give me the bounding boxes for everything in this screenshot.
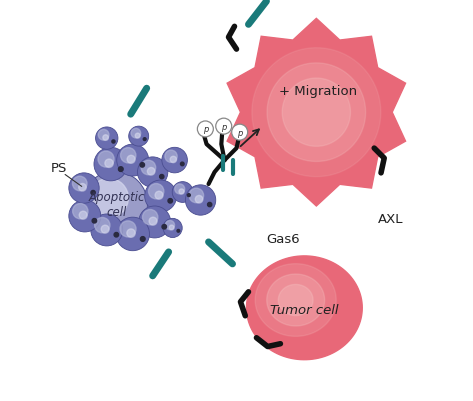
Polygon shape xyxy=(267,274,324,326)
Circle shape xyxy=(175,184,184,194)
Circle shape xyxy=(155,192,163,200)
Polygon shape xyxy=(267,64,366,162)
Polygon shape xyxy=(252,49,381,177)
Text: PS: PS xyxy=(51,162,67,175)
Circle shape xyxy=(72,177,87,191)
Circle shape xyxy=(95,218,110,233)
Circle shape xyxy=(149,184,164,199)
Circle shape xyxy=(96,128,118,150)
Circle shape xyxy=(139,207,171,238)
Circle shape xyxy=(166,221,175,230)
Circle shape xyxy=(131,129,140,139)
Circle shape xyxy=(89,179,128,218)
Circle shape xyxy=(145,180,176,213)
Circle shape xyxy=(187,194,190,197)
Circle shape xyxy=(149,218,157,226)
Circle shape xyxy=(103,136,108,141)
Circle shape xyxy=(168,199,173,204)
Circle shape xyxy=(121,148,136,164)
Circle shape xyxy=(140,237,145,242)
Circle shape xyxy=(105,160,113,168)
Circle shape xyxy=(79,212,87,220)
Circle shape xyxy=(91,215,123,246)
Circle shape xyxy=(195,196,203,204)
Circle shape xyxy=(179,189,184,194)
Circle shape xyxy=(141,161,156,175)
Circle shape xyxy=(216,119,232,135)
Circle shape xyxy=(177,230,180,233)
Circle shape xyxy=(232,125,248,141)
Circle shape xyxy=(165,151,177,163)
Text: + Migration: + Migration xyxy=(279,85,358,97)
Circle shape xyxy=(98,152,114,168)
Circle shape xyxy=(170,157,176,163)
Circle shape xyxy=(129,127,149,147)
Circle shape xyxy=(73,204,88,219)
Circle shape xyxy=(112,141,115,144)
Text: p: p xyxy=(202,125,208,134)
Text: Gas6: Gas6 xyxy=(266,232,300,245)
Circle shape xyxy=(116,218,149,251)
Polygon shape xyxy=(255,264,336,336)
Circle shape xyxy=(135,134,140,139)
Circle shape xyxy=(82,172,148,237)
Circle shape xyxy=(92,219,96,223)
Circle shape xyxy=(117,145,149,176)
Circle shape xyxy=(69,173,99,204)
Circle shape xyxy=(94,148,128,181)
Circle shape xyxy=(169,225,174,230)
Circle shape xyxy=(140,163,145,168)
Circle shape xyxy=(143,138,146,141)
Circle shape xyxy=(181,163,184,166)
Text: p: p xyxy=(237,128,242,137)
Circle shape xyxy=(163,219,182,238)
Circle shape xyxy=(172,182,193,203)
Text: Apoptotic
cell: Apoptotic cell xyxy=(88,190,145,219)
Circle shape xyxy=(162,148,187,173)
Circle shape xyxy=(98,130,109,141)
Polygon shape xyxy=(227,19,405,207)
Circle shape xyxy=(114,233,119,237)
Circle shape xyxy=(208,203,212,207)
Circle shape xyxy=(185,185,216,216)
Polygon shape xyxy=(246,256,362,360)
Circle shape xyxy=(142,210,158,225)
Circle shape xyxy=(118,167,123,172)
Circle shape xyxy=(69,200,101,232)
Polygon shape xyxy=(282,79,350,147)
Circle shape xyxy=(197,122,213,138)
Circle shape xyxy=(148,168,155,176)
Text: AXL: AXL xyxy=(378,213,404,225)
Circle shape xyxy=(127,156,135,164)
Circle shape xyxy=(120,221,136,237)
Circle shape xyxy=(101,226,109,233)
Circle shape xyxy=(91,191,95,195)
Polygon shape xyxy=(278,285,313,316)
Circle shape xyxy=(162,225,166,229)
Text: Tumor cell: Tumor cell xyxy=(270,304,339,316)
Circle shape xyxy=(138,158,168,188)
Circle shape xyxy=(79,184,86,192)
Circle shape xyxy=(189,189,203,203)
Text: p: p xyxy=(221,122,227,131)
Circle shape xyxy=(160,175,164,179)
Circle shape xyxy=(127,229,135,238)
